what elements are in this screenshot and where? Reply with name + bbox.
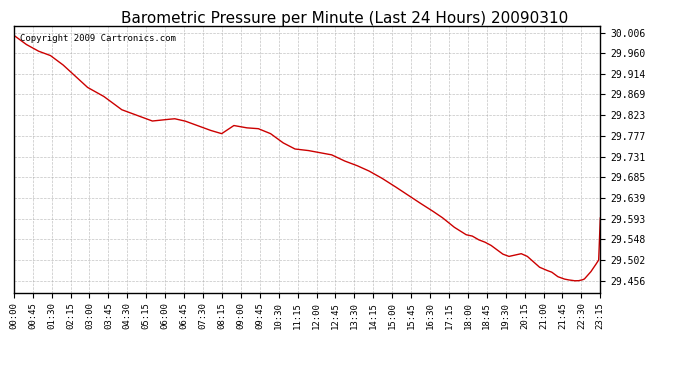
Text: Copyright 2009 Cartronics.com: Copyright 2009 Cartronics.com [19, 34, 175, 43]
Text: Barometric Pressure per Minute (Last 24 Hours) 20090310: Barometric Pressure per Minute (Last 24 … [121, 11, 569, 26]
